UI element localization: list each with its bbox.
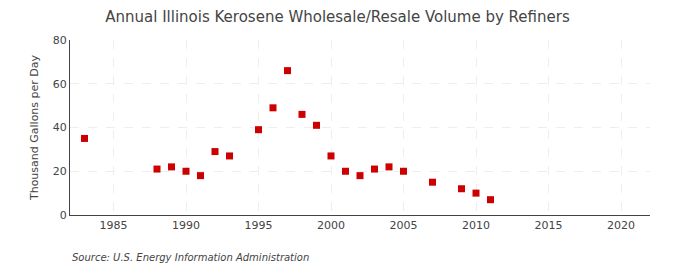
svg-text:Annual Illinois Kerosene Whole: Annual Illinois Kerosene Wholesale/Resal…: [105, 8, 570, 26]
svg-text:Thousand Gallons per Day: Thousand Gallons per Day: [28, 54, 41, 201]
svg-text:2010: 2010: [462, 219, 490, 232]
svg-text:40: 40: [53, 121, 67, 134]
svg-text:Source: U.S. Energy Informatio: Source: U.S. Energy Information Administ…: [72, 252, 309, 263]
svg-text:80: 80: [53, 34, 67, 47]
svg-text:2015: 2015: [535, 219, 563, 232]
svg-text:0: 0: [60, 209, 67, 222]
svg-text:20: 20: [53, 165, 67, 178]
svg-text:2000: 2000: [317, 219, 345, 232]
svg-text:1985: 1985: [100, 219, 128, 232]
svg-text:2005: 2005: [390, 219, 418, 232]
svg-text:1995: 1995: [245, 219, 273, 232]
svg-text:60: 60: [53, 78, 67, 91]
svg-text:2020: 2020: [607, 219, 635, 232]
svg-text:1990: 1990: [172, 219, 200, 232]
